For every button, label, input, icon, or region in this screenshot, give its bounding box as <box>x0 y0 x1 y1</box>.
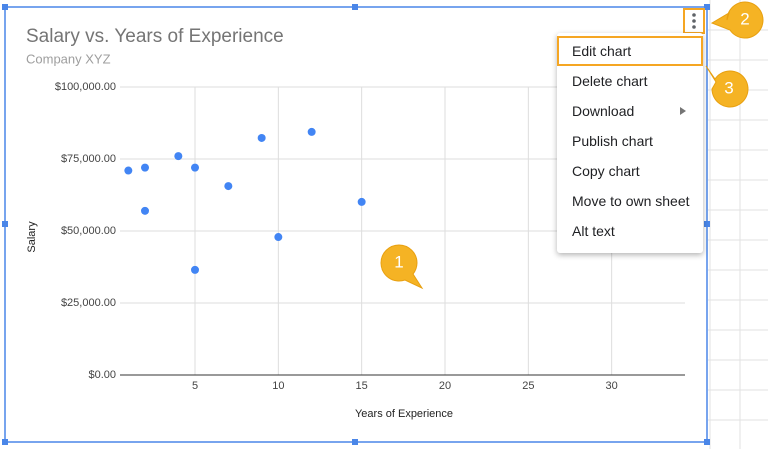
menu-item[interactable]: Delete chart <box>572 73 648 89</box>
point <box>191 163 199 172</box>
callout-label: 3 <box>724 78 733 97</box>
callout-1: 1 <box>380 244 424 290</box>
menu-item[interactable]: Alt text <box>572 223 615 239</box>
sheet-grid <box>708 0 768 449</box>
resize-handles[interactable] <box>2 4 710 445</box>
submenu-arrow <box>680 107 686 115</box>
y-tick-label: $25,000.00 <box>61 297 116 309</box>
point <box>257 133 266 142</box>
menu-item[interactable]: Download <box>572 103 635 119</box>
menu-item[interactable]: Publish chart <box>572 133 653 149</box>
menu-item[interactable]: Edit chart <box>557 36 703 66</box>
y-tick-label: $75,000.00 <box>61 153 116 165</box>
x-tick-label: 25 <box>522 380 534 392</box>
callout-3: 3 <box>705 65 749 108</box>
x-tick-label: 5 <box>192 380 198 392</box>
point <box>224 182 233 191</box>
y-tick-label: $0.00 <box>88 369 116 381</box>
point <box>307 127 316 136</box>
point <box>174 152 183 161</box>
x-tick-label: 15 <box>356 380 368 392</box>
x-tick-label: 30 <box>606 380 618 392</box>
menu-item[interactable]: Move to own sheet <box>572 193 690 209</box>
x-tick-label: 10 <box>272 380 284 392</box>
point <box>274 233 283 242</box>
callout-label: 2 <box>740 9 749 28</box>
x-axis-title: Years of Experience <box>355 408 453 420</box>
point <box>357 197 366 206</box>
callout-label: 1 <box>394 252 403 271</box>
callout-2: 2 <box>710 1 764 39</box>
context-menu: Edit chart Delete chart Download Publish… <box>557 33 703 253</box>
x-tick-label: 20 <box>439 380 451 392</box>
y-tick-label: $100,000.00 <box>55 81 116 93</box>
menu-item[interactable]: Copy chart <box>572 163 640 179</box>
y-axis-title: Salary <box>26 221 38 253</box>
point <box>141 163 149 172</box>
y-tick-label: $50,000.00 <box>61 225 116 237</box>
more-icon <box>692 13 696 29</box>
point <box>191 265 199 274</box>
chart-title: Salary vs. Years of Experience <box>26 26 284 47</box>
point <box>141 206 149 215</box>
chart-subtitle: Company XYZ <box>26 51 111 66</box>
point <box>124 166 133 175</box>
